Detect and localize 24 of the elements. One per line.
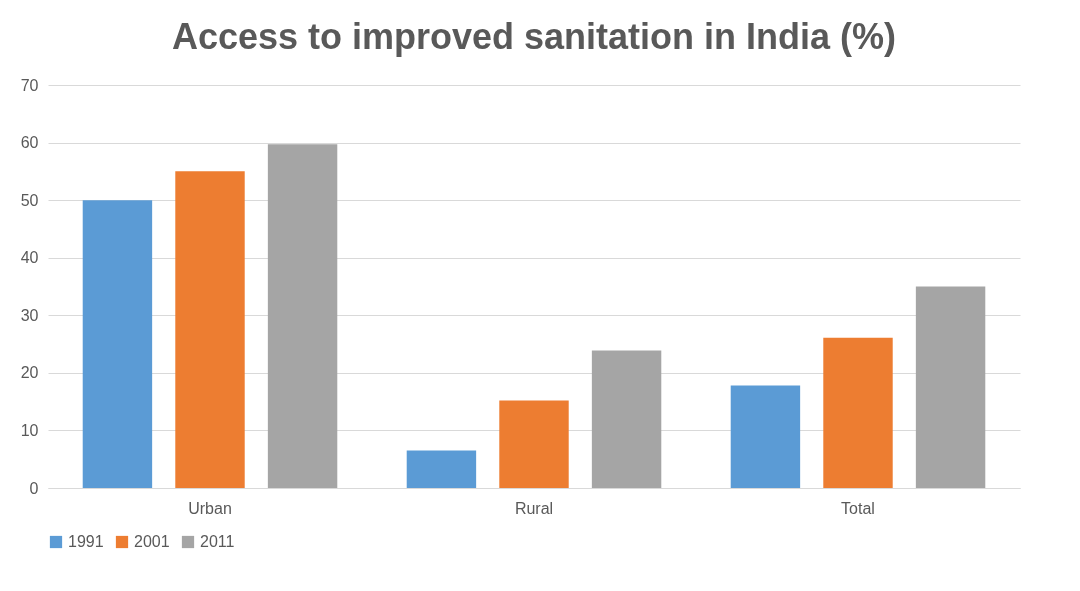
- bar: [730, 385, 801, 488]
- y-tick-label: 0: [29, 479, 39, 497]
- bar: [499, 400, 569, 488]
- y-tick-label: 70: [20, 76, 39, 94]
- bar: [267, 144, 338, 488]
- legend-label: 2001: [134, 533, 170, 550]
- bar: [82, 200, 153, 488]
- y-tick-label: 20: [20, 364, 39, 382]
- legend-label: 1991: [68, 533, 104, 550]
- bar: [823, 337, 893, 488]
- bar: [406, 450, 477, 488]
- chart-title: Access to improved sanitation in India (%): [171, 16, 897, 57]
- y-tick-label: 30: [20, 306, 39, 324]
- legend-label: 2011: [200, 533, 235, 550]
- x-tick-label: Total: [841, 499, 875, 517]
- bar: [915, 286, 986, 488]
- y-tick-label: 50: [20, 191, 39, 209]
- y-tick-label: 40: [20, 249, 39, 267]
- x-tick-label: Rural: [514, 499, 554, 517]
- bar: [175, 171, 245, 488]
- x-tick-label: Urban: [188, 499, 232, 517]
- y-tick-label: 10: [20, 421, 39, 439]
- y-tick-label: 60: [20, 134, 39, 152]
- bar: [591, 350, 662, 488]
